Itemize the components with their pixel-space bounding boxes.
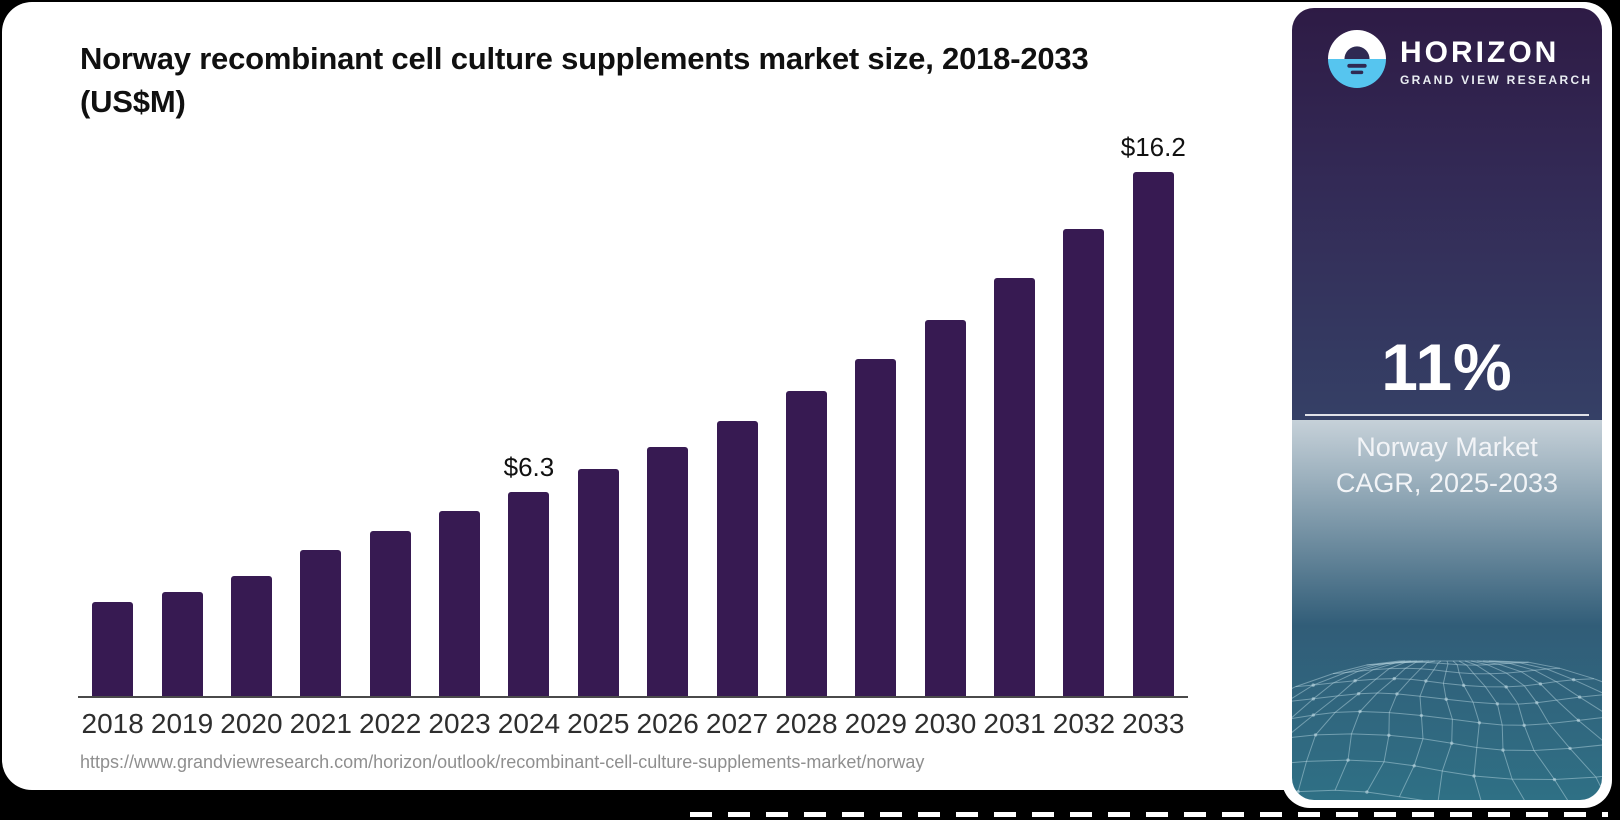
x-tick-2018: 2018 bbox=[81, 708, 144, 739]
bar-2029 bbox=[855, 359, 897, 696]
bar-2019 bbox=[161, 592, 203, 696]
bar-2021 bbox=[300, 550, 342, 696]
cagr-caption-line1: Norway Market bbox=[1356, 432, 1538, 462]
source-url: https://www.grandviewresearch.com/horizo… bbox=[80, 752, 925, 772]
bar-2023 bbox=[439, 511, 481, 696]
x-tick-2022: 2022 bbox=[359, 708, 422, 739]
bar-slot-2020 bbox=[217, 132, 286, 696]
bar-2032 bbox=[1063, 229, 1105, 696]
bar-slot-2033: $16.2 bbox=[1119, 132, 1188, 696]
x-tick-2025: 2025 bbox=[567, 708, 630, 739]
logo-text: HORIZON GRAND VIEW RESEARCH bbox=[1400, 36, 1592, 87]
chart-title: Norway recombinant cell culture suppleme… bbox=[80, 41, 1089, 119]
bar-2033 bbox=[1132, 172, 1174, 696]
bar-slot-2025 bbox=[564, 132, 633, 696]
x-tick-2020: 2020 bbox=[220, 708, 283, 739]
x-tick-2023: 2023 bbox=[428, 708, 491, 739]
bar-slot-2019 bbox=[147, 132, 216, 696]
bar-slot-2022 bbox=[356, 132, 425, 696]
brand-name: HORIZON bbox=[1400, 36, 1560, 69]
x-tick-2029: 2029 bbox=[844, 708, 907, 739]
x-tick-2027: 2027 bbox=[705, 708, 769, 739]
bar-2031 bbox=[994, 278, 1036, 696]
x-tick-2030: 2030 bbox=[914, 708, 977, 739]
bar-2025 bbox=[577, 469, 619, 696]
x-tick-2021: 2021 bbox=[289, 708, 352, 739]
bar-slot-2030 bbox=[911, 132, 980, 696]
bottom-dashed-line bbox=[690, 812, 1608, 817]
bar-slot-2032 bbox=[1049, 132, 1118, 696]
bar-slot-2018 bbox=[78, 132, 147, 696]
bar-value-label-2024: $6.3 bbox=[503, 451, 555, 482]
x-axis: 2018 2019 2020 2021 2022 2023 2024 2025 2026 2027… bbox=[78, 708, 1188, 740]
bar-slot-2029 bbox=[841, 132, 910, 696]
mesh-pattern bbox=[1292, 645, 1602, 800]
x-tick-2028: 2028 bbox=[775, 708, 838, 739]
bar-slot-2024: $6.3 bbox=[494, 132, 563, 696]
horizon-logo: HORIZON GRAND VIEW RESEARCH bbox=[1292, 8, 1602, 93]
horizon-sun-icon bbox=[1328, 30, 1386, 93]
sidebar: HORIZON GRAND VIEW RESEARCH 11% Norway M… bbox=[1292, 8, 1602, 800]
bar-slot-2027 bbox=[702, 132, 771, 696]
cagr-stat: 11% Norway Market CAGR, 2025-2033 bbox=[1292, 334, 1602, 501]
brand-subtitle: GRAND VIEW RESEARCH bbox=[1400, 73, 1593, 87]
stat-divider bbox=[1305, 414, 1589, 416]
bar-slot-2028 bbox=[772, 132, 841, 696]
bar-slot-2026 bbox=[633, 132, 702, 696]
x-tick-2019: 2019 bbox=[150, 708, 214, 739]
bar-2030 bbox=[924, 320, 966, 696]
x-tick-2032: 2032 bbox=[1052, 708, 1116, 739]
bar-2022 bbox=[369, 530, 411, 696]
bar-2028 bbox=[785, 391, 827, 696]
bar-2026 bbox=[647, 446, 689, 696]
bar-2020 bbox=[230, 576, 272, 696]
x-tick-2033: 2033 bbox=[1122, 708, 1185, 739]
bar-slot-2021 bbox=[286, 132, 355, 696]
bar-value-label-2033: $16.2 bbox=[1120, 132, 1186, 162]
bar-2024 bbox=[508, 491, 550, 696]
bar-chart: $6.3 $16.2 bbox=[78, 132, 1188, 698]
bar-slot-2023 bbox=[425, 132, 494, 696]
cagr-caption-line2: CAGR, 2025-2033 bbox=[1335, 467, 1559, 498]
x-tick-2024: 2024 bbox=[497, 708, 561, 739]
bar-slot-2031 bbox=[980, 132, 1049, 696]
x-tick-2026: 2026 bbox=[636, 708, 699, 739]
bar-2018 bbox=[92, 602, 134, 696]
bar-2027 bbox=[716, 420, 758, 696]
sidebar-frame: HORIZON GRAND VIEW RESEARCH 11% Norway M… bbox=[1282, 2, 1612, 808]
x-tick-2031: 2031 bbox=[983, 708, 1046, 739]
cagr-value: 11% bbox=[1381, 330, 1513, 404]
